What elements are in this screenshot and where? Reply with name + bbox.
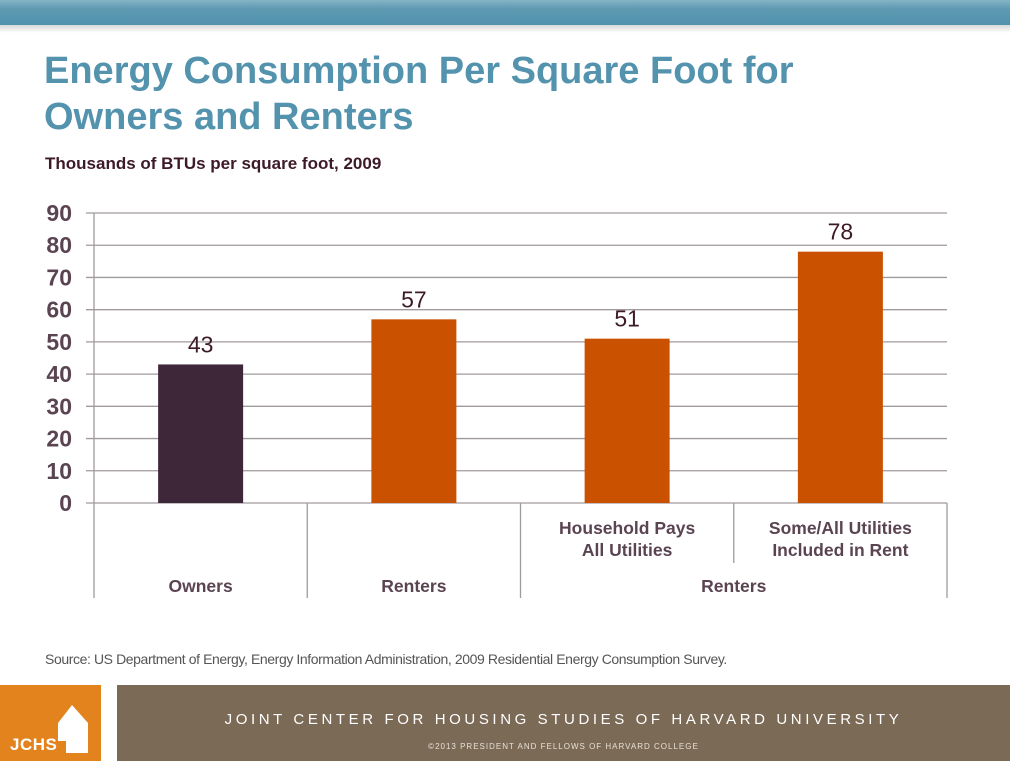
logo-text: JCHS [10,735,58,754]
x-group-label: Owners [169,576,233,596]
x-sub-label: All Utilities [582,540,673,560]
x-group-label: Renters [381,576,446,596]
y-tick-label: 30 [46,393,72,419]
y-tick-label: 10 [46,458,72,484]
x-sub-label: Household Pays [559,518,695,538]
top-banner [0,0,1010,25]
y-tick-label: 90 [46,200,72,226]
source-note: Source: US Department of Energy, Energy … [45,651,727,667]
y-tick-label: 40 [46,361,72,387]
data-label: 43 [188,331,214,357]
house-icon [58,705,88,753]
y-tick-label: 60 [46,297,72,323]
title-line-2: Owners and Renters [44,96,414,138]
bar [584,338,670,503]
org-name: JOINT CENTER FOR HOUSING STUDIES OF HARV… [224,711,903,728]
footer-banner: JOINT CENTER FOR HOUSING STUDIES OF HARV… [117,685,1010,761]
bar [797,251,883,503]
x-sub-label: Included in Rent [772,540,908,560]
bar [158,364,244,503]
y-tick-label: 0 [59,490,72,516]
y-tick-label: 80 [46,232,72,258]
y-tick-label: 70 [46,264,72,290]
data-label: 57 [401,286,427,312]
copyright: ©2013 PRESIDENT AND FELLOWS OF HARVARD C… [428,742,699,751]
y-tick-label: 50 [46,329,72,355]
y-tick-label: 20 [46,426,72,452]
jchs-logo: JCHS [0,685,101,761]
bar [371,319,457,503]
bar-chart: 0 10 20 30 40 50 60 70 80 90 43 57 51 Household PaysA… [46,200,948,598]
data-label: 78 [828,219,854,245]
page-title: Energy Consumption Per Square Foot for O… [44,48,794,140]
x-group-label: Renters [701,576,766,596]
top-banner-shadow [0,25,1010,33]
chart-subtitle: Thousands of BTUs per square foot, 2009 [45,154,382,173]
x-sub-label: Some/All Utilities [769,518,912,538]
data-label: 51 [614,306,640,332]
title-line-1: Energy Consumption Per Square Foot for [44,50,794,92]
